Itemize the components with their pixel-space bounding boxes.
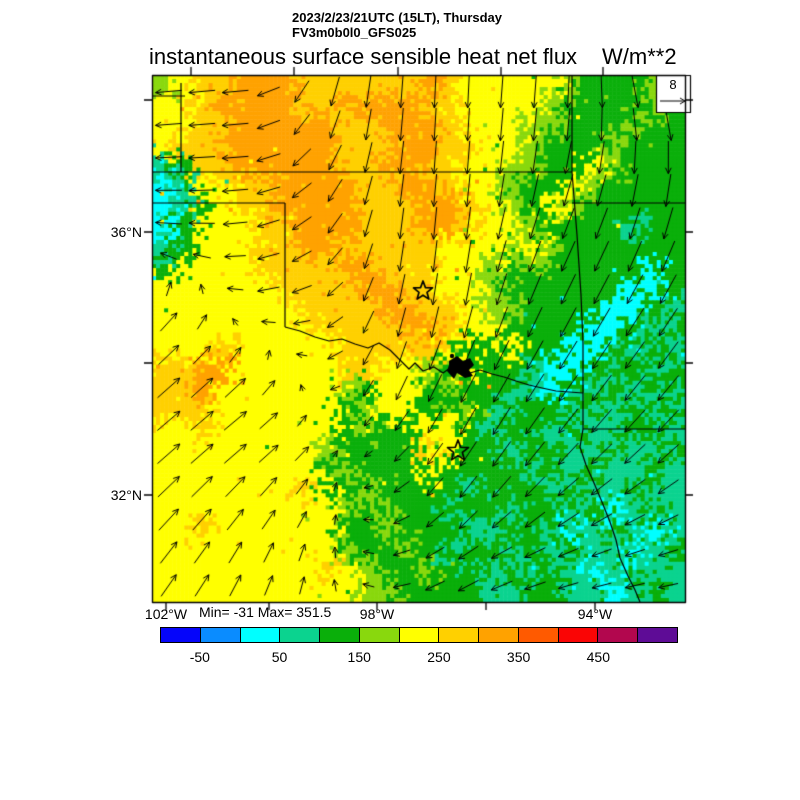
colorbar xyxy=(160,627,678,643)
colorbar-tick-label: 350 xyxy=(506,649,531,665)
colorbar-segment xyxy=(638,628,677,642)
model-run-header: FV3m0b0l0_GFS025 xyxy=(292,25,417,40)
plot-title: instantaneous surface sensible heat net … xyxy=(149,44,578,69)
colorbar-tick-label: 250 xyxy=(427,649,451,665)
colorbar-segment xyxy=(399,628,440,642)
colorbar-segment xyxy=(280,628,321,642)
lat-axis-label-32n: 32°N xyxy=(110,487,142,503)
wind-reference-label: 8 xyxy=(669,77,677,92)
colorbar-segment xyxy=(439,628,480,642)
colorbar-segment xyxy=(518,628,559,642)
colorbar-segment xyxy=(359,628,400,642)
colorbar-segment xyxy=(479,628,519,642)
colorbar-tick-label: 50 xyxy=(271,649,288,665)
minmax-annotation: Min= -31 Max= 351.5 xyxy=(199,604,332,620)
lon-axis-label-94w: 94°W xyxy=(577,606,613,622)
lon-axis-label-98w: 98°W xyxy=(359,606,395,622)
colorbar-segment xyxy=(161,628,201,642)
colorbar-segment xyxy=(598,628,639,642)
lat-axis-label-36n: 36°N xyxy=(110,224,142,240)
colorbar-segment xyxy=(200,628,241,642)
colorbar-tick-label: 450 xyxy=(586,649,610,665)
colorbar-tick-label: 150 xyxy=(347,649,371,665)
colorbar-segment xyxy=(320,628,360,642)
colorbar-tick-label: -50 xyxy=(189,649,210,665)
valid-time-header: 2023/2/23/21UTC (15LT), Thursday xyxy=(292,10,503,25)
colorbar-segment xyxy=(240,628,281,642)
plot-units-label: W/m**2 xyxy=(602,44,677,69)
lon-axis-label-102w: 102°W xyxy=(144,606,188,622)
colorbar-segment xyxy=(558,628,599,642)
